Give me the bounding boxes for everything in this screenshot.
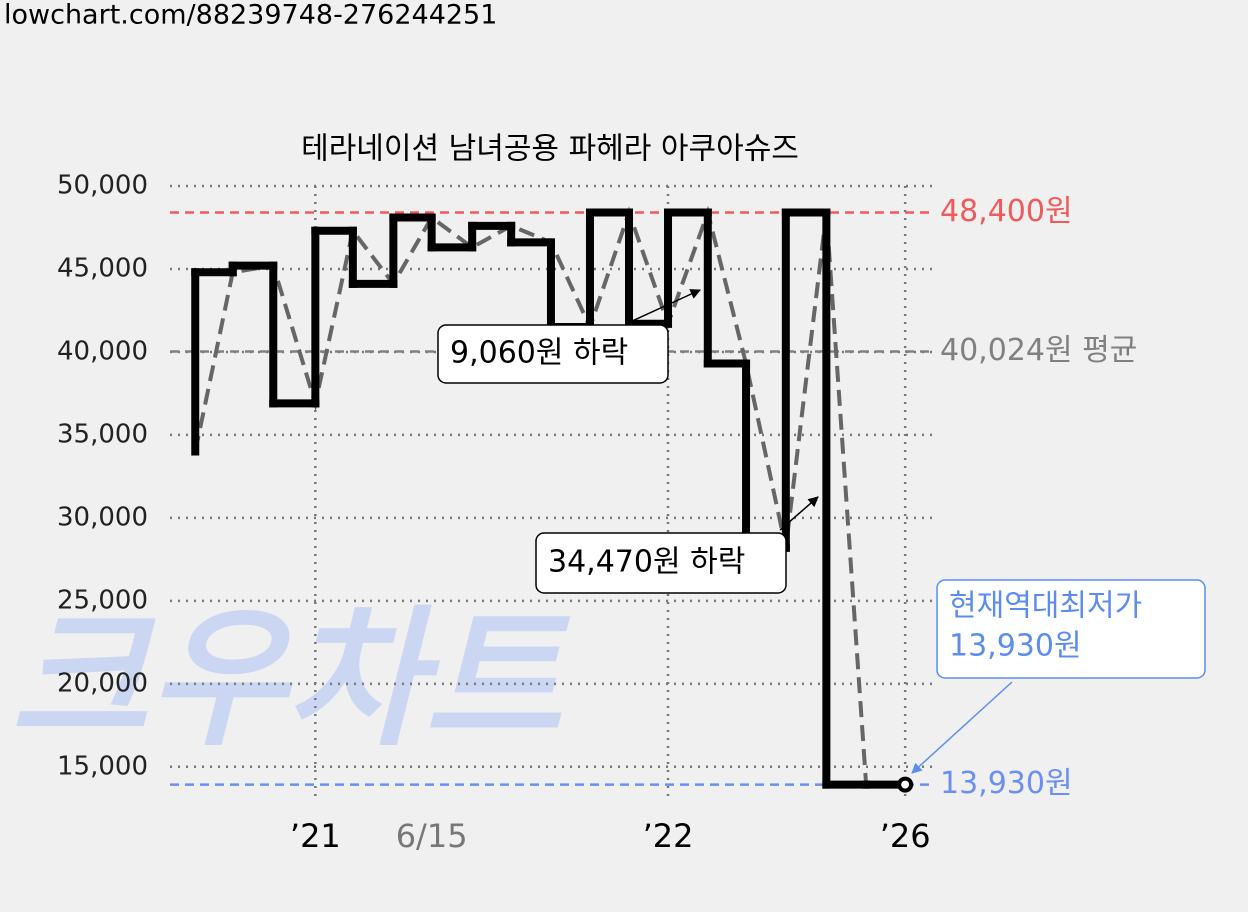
annotation-text: 현재역대최저가 xyxy=(949,589,1142,624)
annotation-arrow xyxy=(629,289,701,323)
annotation-box xyxy=(535,532,787,594)
x-tick-label: 6/15 xyxy=(396,817,468,855)
reference-label: 13,930원 xyxy=(940,766,1073,801)
annotation-text: 13,930원 xyxy=(949,629,1082,664)
y-tick-label: 35,000 xyxy=(57,419,148,449)
url: lowchart.com/88239748-276244251 xyxy=(4,0,497,31)
reference-label: 48,400원 xyxy=(940,194,1073,229)
annotation-box xyxy=(437,324,669,384)
x-tick-label: ’22 xyxy=(643,817,694,855)
annotation-text: 34,470원 하락 xyxy=(548,545,745,580)
y-tick-label: 15,000 xyxy=(57,751,148,781)
x-tick-label: ’26 xyxy=(880,817,931,855)
y-tick-label: 20,000 xyxy=(57,668,148,698)
y-tick-label: 40,000 xyxy=(57,336,148,366)
end-point xyxy=(897,776,914,793)
annotation-text: 9,060원 하락 xyxy=(450,336,628,371)
x-tick-label: ’21 xyxy=(290,817,341,855)
y-tick-label: 25,000 xyxy=(57,585,148,615)
y-tick-label: 45,000 xyxy=(57,253,148,283)
annotation-arrow xyxy=(911,681,1013,774)
y-tick-label: 30,000 xyxy=(57,502,148,532)
annotation-arrow xyxy=(779,496,819,531)
watermark: 크우차트 xyxy=(10,593,571,767)
annotation-box xyxy=(936,579,1206,679)
chart-title: 테라네이션 남녀공용 파헤라 아쿠아슈즈 xyxy=(301,132,799,167)
reference-label: 40,024원 평균 xyxy=(940,333,1137,368)
y-tick-label: 50,000 xyxy=(57,171,148,201)
